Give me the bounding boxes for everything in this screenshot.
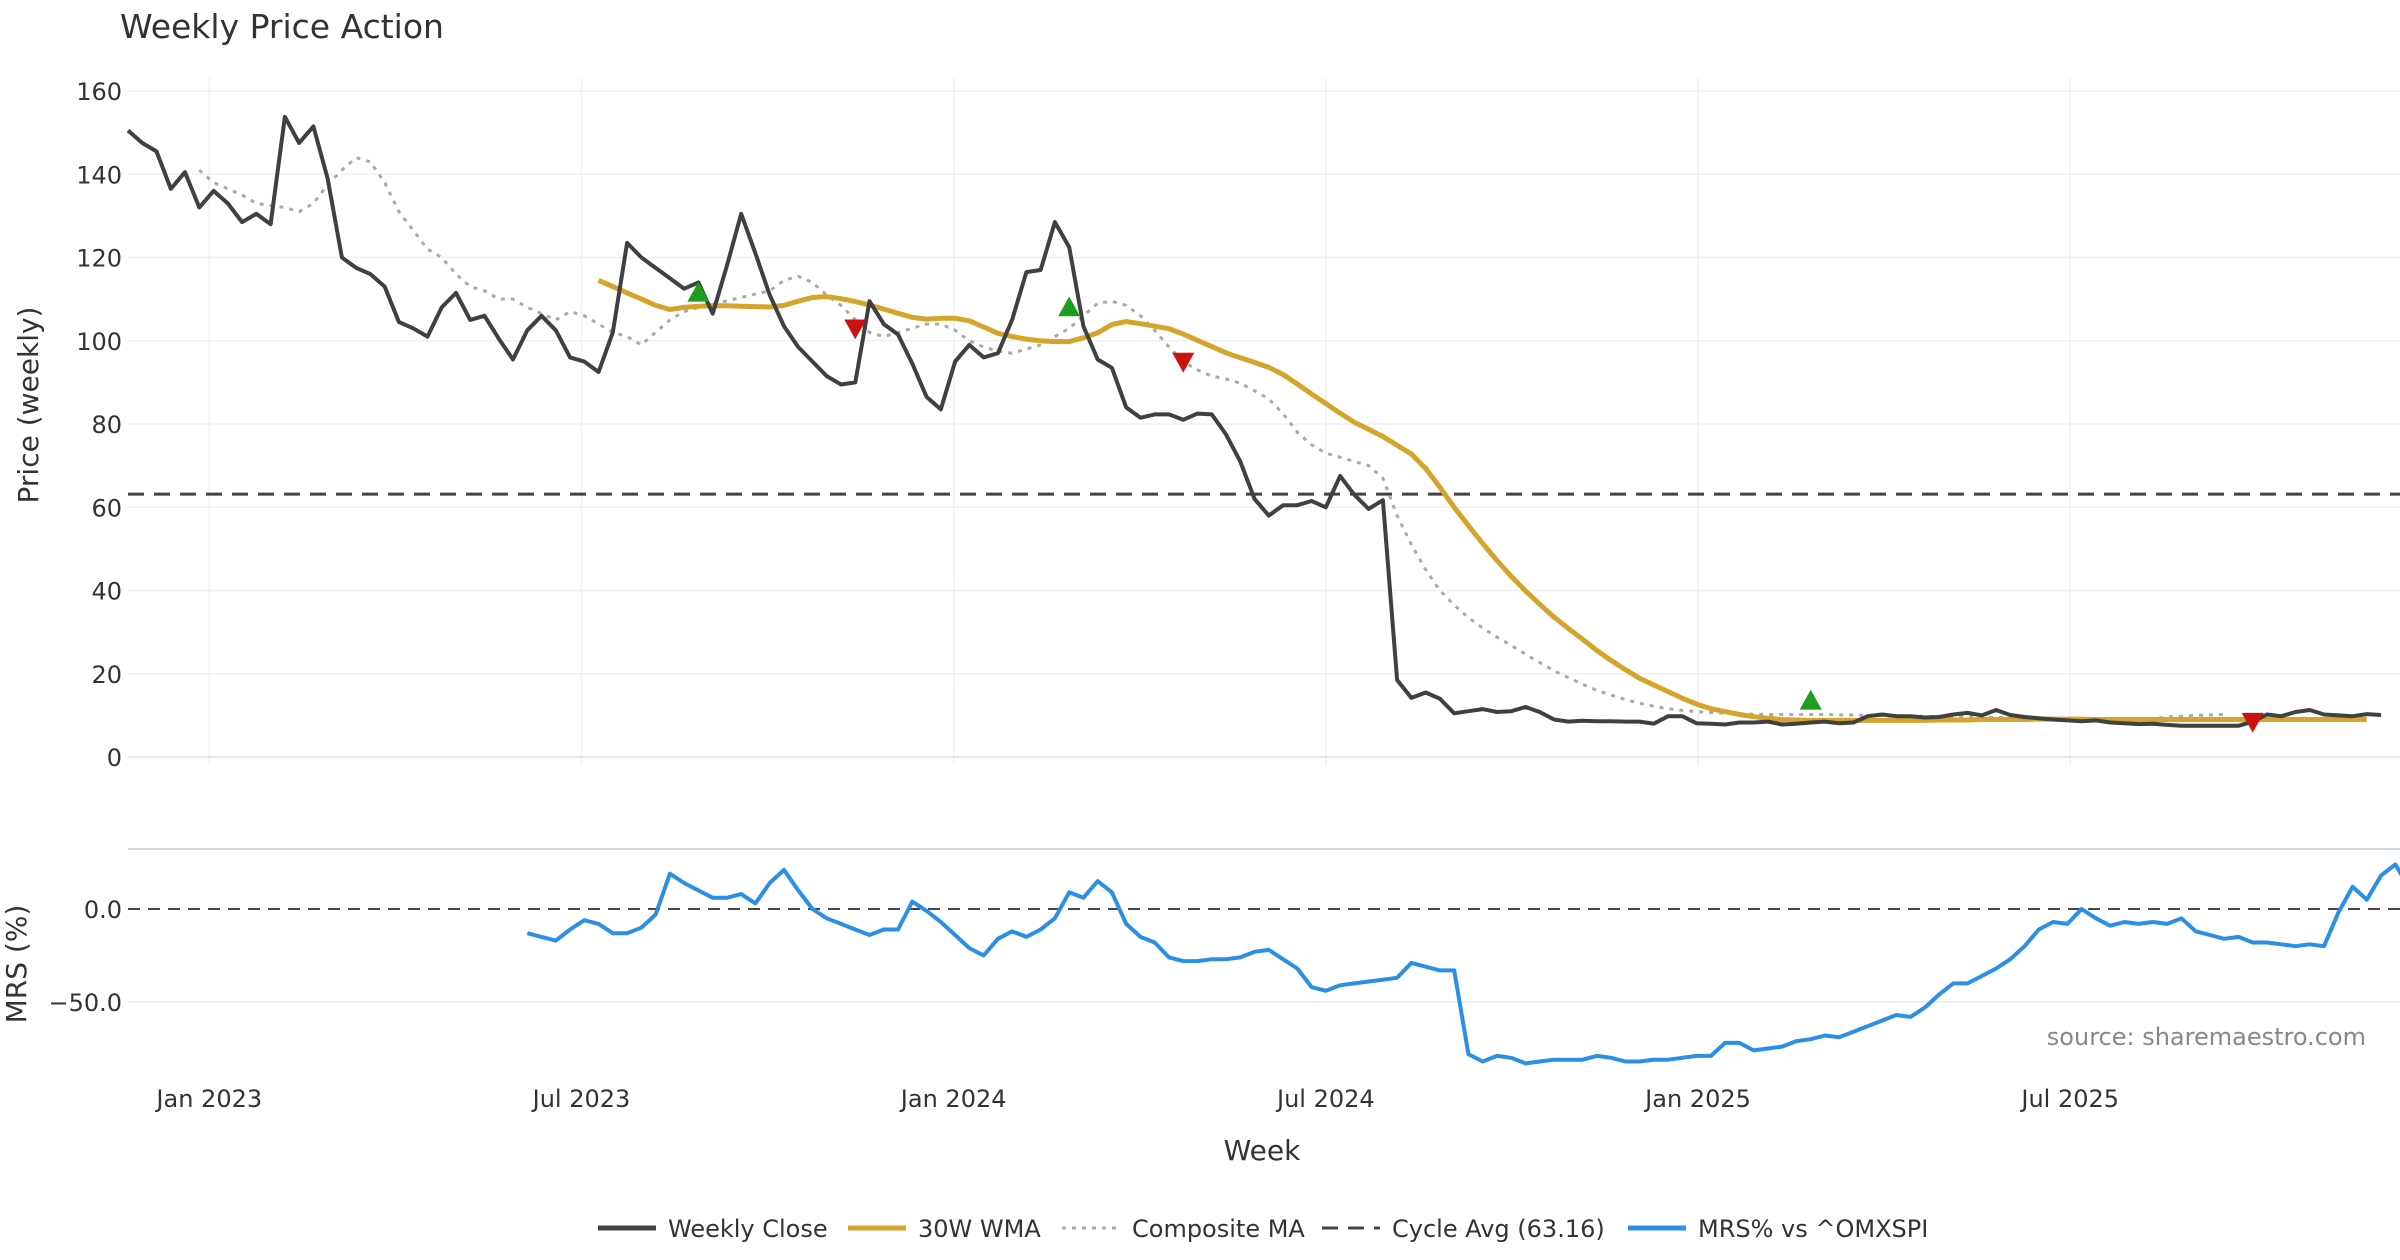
sell-signal-marker [844, 319, 867, 340]
x-tick-label: Jul 2023 [531, 1085, 631, 1113]
wma-30w-line [597, 278, 2367, 723]
legend-label: Composite MA [1132, 1215, 1305, 1243]
legend: Weekly Close 30W WMA Composite MA Cycle Avg… [598, 1215, 1928, 1243]
price-panel: 0 20 40 60 80 100 120 140 160 Price (weekly) [12, 78, 2400, 772]
sell-signal-marker [1172, 352, 1195, 373]
price-y-tick-label: 40 [91, 578, 122, 606]
legend-label: 30W WMA [918, 1215, 1041, 1243]
buy-signal-marker [687, 281, 710, 302]
price-y-tick-label: 0 [107, 744, 122, 772]
price-y-tick-label: 140 [76, 161, 122, 189]
mrs-y-tick-label: −50.0 [48, 989, 122, 1017]
price-y-tick-label: 160 [76, 78, 122, 106]
chart-title: Weekly Price Action [120, 7, 444, 46]
price-y-tick-label: 120 [76, 245, 122, 273]
composite-ma-line [198, 155, 2225, 721]
legend-label: MRS% vs ^OMXSPI [1698, 1215, 1928, 1243]
price-y-tick-label: 100 [76, 328, 122, 356]
mrs-y-tick-label: 0.0 [84, 896, 122, 924]
x-tick-label: Jan 2025 [1643, 1085, 1751, 1113]
source-label: source: sharemaestro.com [2047, 1023, 2366, 1051]
mrs-panel: 0.0 −50.0 MRS (%) source: sharemaestro.co… [0, 848, 2400, 1066]
price-y-axis-title: Price (weekly) [12, 307, 45, 504]
x-tick-label: Jan 2023 [154, 1085, 262, 1113]
mrs-y-ticks: 0.0 −50.0 [48, 896, 122, 1017]
price-y-ticks: 0 20 40 60 80 100 120 140 160 [76, 78, 122, 772]
buy-signal-marker [1058, 296, 1081, 317]
signal-markers [687, 281, 2264, 733]
legend-label: Cycle Avg (63.16) [1392, 1215, 1605, 1243]
price-y-tick-label: 20 [91, 661, 122, 689]
x-tick-label: Jul 2024 [1275, 1085, 1375, 1113]
x-axis-ticks: Jan 2023 Jul 2023 Jan 2024 Jul 2024 Jan 2025… [154, 1085, 2119, 1113]
weekly-close-line [126, 114, 2382, 728]
mrs-y-axis-title: MRS (%) [0, 905, 33, 1024]
price-y-tick-label: 80 [91, 411, 122, 439]
x-tick-label: Jul 2025 [2019, 1085, 2119, 1113]
buy-signal-marker [1799, 689, 1822, 710]
legend-label: Weekly Close [668, 1215, 828, 1243]
mrs-line [526, 862, 2400, 1066]
x-axis-title: Week [1224, 1134, 1301, 1167]
price-y-tick-label: 60 [91, 494, 122, 522]
price-grid [128, 78, 2400, 765]
x-tick-label: Jan 2024 [899, 1085, 1007, 1113]
sell-signal-marker [2241, 712, 2264, 733]
